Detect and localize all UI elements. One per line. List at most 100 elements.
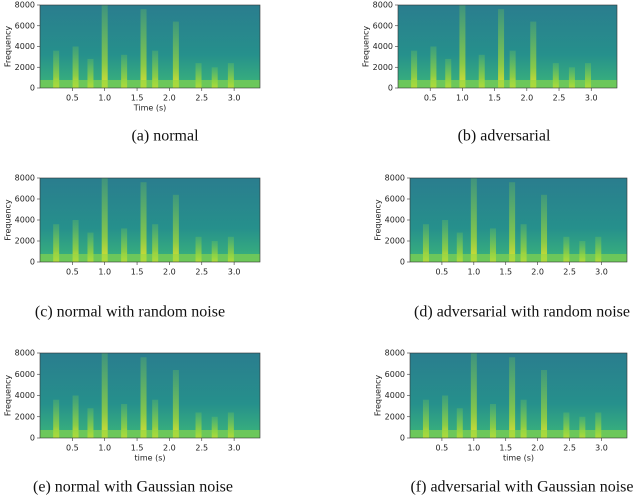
x-tick-label: 2.0 bbox=[163, 94, 176, 103]
y-tick-label: 2000 bbox=[15, 412, 35, 421]
x-tick-label: 2.5 bbox=[553, 94, 566, 103]
x-tick-label: 2.0 bbox=[531, 444, 544, 453]
x-axis-label: Time (s) bbox=[133, 104, 167, 113]
y-tick-label: 2000 bbox=[15, 63, 35, 72]
x-tick-label: 1.0 bbox=[467, 444, 480, 453]
x-tick-label: 1.5 bbox=[131, 94, 144, 103]
x-tick-label: 3.0 bbox=[595, 444, 608, 453]
x-axis-label: time (s) bbox=[503, 454, 534, 463]
spectral-streak bbox=[563, 412, 570, 438]
spectral-streak bbox=[72, 46, 79, 88]
caption: (b) adversarial bbox=[458, 128, 551, 145]
y-tick-label: 6000 bbox=[385, 195, 405, 204]
spectral-streak bbox=[227, 63, 234, 88]
spectral-streak bbox=[72, 220, 79, 262]
spectral-streak bbox=[422, 399, 429, 438]
y-tick-label: 6000 bbox=[15, 21, 35, 30]
caption: (f) adversarial with Gaussian noise bbox=[410, 479, 633, 496]
y-tick-label: 8000 bbox=[15, 349, 35, 358]
spectral-streak bbox=[595, 412, 602, 438]
x-tick-label: 2.0 bbox=[531, 268, 544, 277]
low-frequency-band bbox=[398, 80, 617, 88]
x-tick-label: 2.0 bbox=[163, 268, 176, 277]
y-axis-label: Frequency bbox=[4, 26, 13, 68]
spectral-streak bbox=[456, 232, 463, 262]
y-tick-label: 0 bbox=[30, 84, 35, 93]
spectral-streak bbox=[211, 241, 218, 262]
x-tick-label: 1.0 bbox=[467, 268, 480, 277]
x-tick-label: 0.5 bbox=[424, 94, 437, 103]
x-tick-label: 3.0 bbox=[228, 444, 241, 453]
caption: (e) normal with Gaussian noise bbox=[33, 479, 233, 496]
low-frequency-band bbox=[40, 254, 260, 262]
spectral-streak bbox=[227, 236, 234, 262]
y-tick-label: 0 bbox=[400, 258, 405, 267]
x-tick-label: 2.5 bbox=[195, 268, 208, 277]
spectral-streak bbox=[470, 353, 477, 438]
y-tick-label: 4000 bbox=[15, 391, 35, 400]
x-tick-label: 0.5 bbox=[66, 94, 79, 103]
y-tick-label: 0 bbox=[30, 258, 35, 267]
spectral-streak bbox=[541, 370, 548, 438]
x-tick-label: 2.5 bbox=[563, 444, 576, 453]
spectral-streak bbox=[140, 182, 147, 262]
low-frequency-band bbox=[410, 430, 627, 438]
spectral-streak bbox=[552, 63, 559, 88]
x-tick-label: 1.0 bbox=[456, 94, 469, 103]
spectral-streak bbox=[489, 228, 496, 262]
spectral-streak bbox=[520, 224, 527, 262]
x-tick-label: 2.5 bbox=[563, 268, 576, 277]
spectral-streak bbox=[595, 236, 602, 262]
spectral-streak bbox=[195, 236, 202, 262]
x-tick-label: 0.5 bbox=[66, 444, 79, 453]
spectral-streak bbox=[579, 416, 586, 438]
y-axis-label: Frequency bbox=[4, 375, 13, 417]
x-tick-label: 0.5 bbox=[436, 268, 449, 277]
spectral-streak bbox=[509, 182, 516, 262]
spectral-streak bbox=[530, 21, 537, 89]
x-axis-label: time (s) bbox=[134, 454, 165, 463]
x-tick-label: 1.0 bbox=[98, 94, 111, 103]
spectral-streak bbox=[498, 9, 505, 88]
y-tick-label: 0 bbox=[30, 434, 35, 443]
spectral-streak bbox=[579, 241, 586, 262]
y-tick-label: 0 bbox=[400, 434, 405, 443]
y-tick-label: 8000 bbox=[385, 174, 405, 183]
spectral-streak bbox=[195, 63, 202, 88]
x-tick-label: 2.5 bbox=[195, 94, 208, 103]
x-tick-label: 1.5 bbox=[131, 444, 144, 453]
spectral-streak bbox=[53, 50, 60, 88]
spectral-streak bbox=[430, 46, 437, 88]
spectral-streak bbox=[422, 224, 429, 262]
spectral-streak bbox=[489, 404, 496, 438]
spectral-streak bbox=[442, 395, 449, 438]
spectral-streak bbox=[172, 21, 179, 89]
spectral-streak bbox=[152, 399, 159, 438]
spectral-streak bbox=[121, 404, 128, 438]
spectral-streak bbox=[152, 50, 159, 88]
spectral-streak bbox=[172, 194, 179, 262]
spectral-streak bbox=[442, 220, 449, 262]
spectral-streak bbox=[195, 412, 202, 438]
y-tick-label: 2000 bbox=[385, 237, 405, 246]
spectral-streak bbox=[520, 399, 527, 438]
y-tick-label: 4000 bbox=[15, 42, 35, 51]
spectral-streak bbox=[411, 50, 418, 88]
x-tick-label: 1.0 bbox=[98, 268, 111, 277]
spectral-streak bbox=[227, 412, 234, 438]
x-tick-label: 0.5 bbox=[436, 444, 449, 453]
spectral-streak bbox=[87, 232, 94, 262]
spectral-streak bbox=[509, 357, 516, 438]
x-tick-label: 1.5 bbox=[499, 444, 512, 453]
spectral-streak bbox=[72, 395, 79, 438]
x-tick-label: 1.5 bbox=[499, 268, 512, 277]
x-tick-label: 0.5 bbox=[66, 268, 79, 277]
y-tick-label: 4000 bbox=[15, 216, 35, 225]
y-tick-label: 6000 bbox=[385, 370, 405, 379]
y-tick-label: 6000 bbox=[373, 21, 393, 30]
x-tick-label: 2.0 bbox=[520, 94, 533, 103]
spectral-streak bbox=[445, 58, 452, 88]
spectral-streak bbox=[211, 416, 218, 438]
low-frequency-band bbox=[40, 430, 260, 438]
y-tick-label: 4000 bbox=[385, 216, 405, 225]
